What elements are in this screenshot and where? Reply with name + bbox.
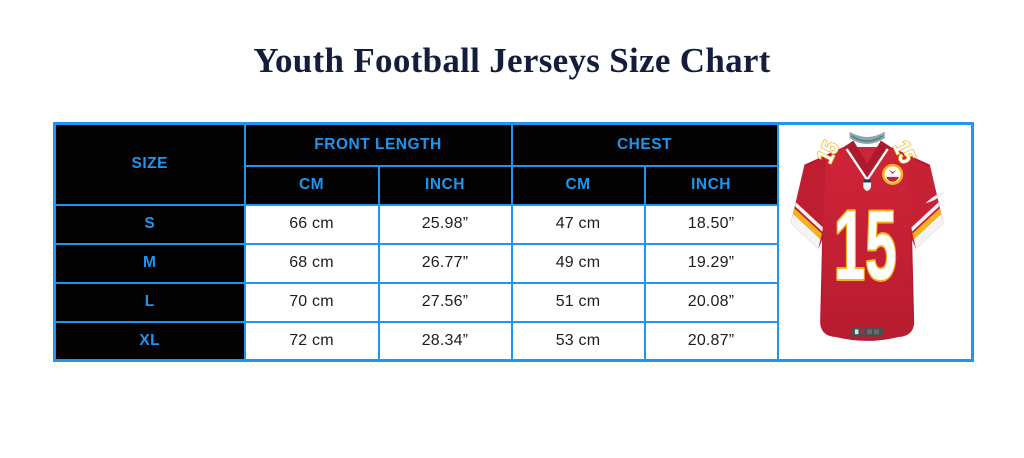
jersey-chest-number: 15 [834, 190, 897, 300]
front-length-inch-value: 25.98” [377, 203, 513, 245]
jersey-body [820, 146, 915, 341]
front-length-cm-value: 70 cm [243, 281, 380, 323]
chest-inch-value: 20.08” [643, 281, 779, 323]
size-label: XL [53, 320, 246, 362]
table-row-m: M 68 cm 26.77” 49 cm 19.29” [53, 242, 973, 284]
front-length-inch-value: 27.56” [377, 281, 513, 323]
jersey-seams [805, 147, 930, 325]
chest-inch-value: 20.87” [643, 320, 779, 362]
front-length-cm-value: 72 cm [243, 320, 380, 362]
table-row-s: S 66 cm 25.98” 47 cm 18.50” [53, 203, 973, 245]
size-label: S [53, 203, 246, 245]
table-row-l: L 70 cm 27.56” 51 cm 20.08” [53, 281, 973, 323]
table-row-xl: XL 72 cm 28.34” 53 cm 20.87” [53, 320, 973, 362]
chest-cm-value: 51 cm [510, 281, 646, 323]
chest-cm-value: 53 cm [510, 320, 646, 362]
jock-tag [851, 327, 884, 337]
front-length-cm-value: 66 cm [243, 203, 380, 245]
page-title: Youth Football Jerseys Size Chart [253, 41, 771, 80]
front-length-cm-value: 68 cm [243, 242, 380, 284]
size-chart-table: SIZE FRONT LENGTH CHEST [53, 122, 975, 362]
chest-cm-value: 49 cm [510, 242, 646, 284]
jersey-inner-collar [849, 131, 886, 145]
chest-cm-value: 47 cm [510, 203, 646, 245]
header-front-inch: INCH [377, 164, 513, 206]
header-chest-cm: CM [510, 164, 646, 206]
header-front-cm: CM [243, 164, 380, 206]
header-chest: CHEST [510, 122, 779, 167]
nfl-shield-icon [863, 179, 872, 192]
front-length-inch-value: 28.34” [377, 320, 513, 362]
size-label: M [53, 242, 246, 284]
header-front-length: FRONT LENGTH [243, 122, 513, 167]
header-row-groups: SIZE FRONT LENGTH CHEST [53, 122, 974, 362]
header-row-units: CM INCH CM INCH [55, 164, 973, 206]
nike-swoosh-icon [925, 191, 946, 204]
jersey-image-cell: 15 15 15 [776, 122, 974, 362]
front-length-inch-value: 26.77” [377, 242, 513, 284]
jersey-photo: 15 15 15 [791, 131, 946, 341]
header-size: SIZE [53, 122, 246, 206]
size-label: L [53, 281, 246, 323]
chest-inch-value: 18.50” [643, 203, 779, 245]
header-chest-inch: INCH [643, 164, 779, 206]
team-patch-icon [882, 163, 904, 185]
chest-inch-value: 19.29” [643, 242, 779, 284]
